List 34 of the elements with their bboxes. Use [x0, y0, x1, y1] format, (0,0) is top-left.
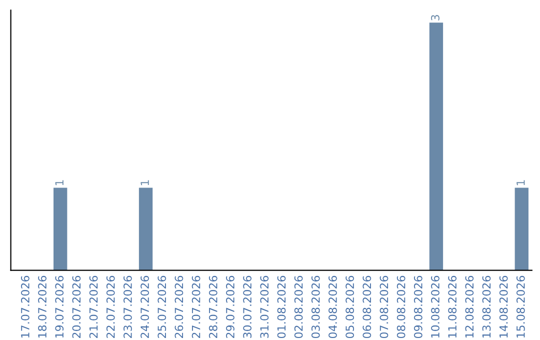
x-tick-label: 07.08.2026 — [380, 276, 388, 338]
x-tick-label: 28.07.2026 — [208, 276, 218, 338]
x-tick-label: 06.08.2026 — [362, 276, 372, 338]
data-label: 3 — [431, 15, 440, 20]
x-tick-label: 26.07.2026 — [174, 276, 184, 338]
x-tick-label: 18.07.2026 — [38, 276, 46, 338]
x-tick-label: 21.07.2026 — [89, 276, 98, 338]
x-tick-label: 31.07.2026 — [260, 276, 269, 338]
x-tick-label: 12.08.2026 — [465, 276, 474, 338]
x-tick-label: 13.08.2026 — [482, 276, 491, 338]
x-tick-label: 04.08.2026 — [328, 276, 337, 338]
x-tick-label: 10.08.2026 — [431, 276, 440, 338]
x-tick-label: 30.07.2026 — [243, 276, 252, 338]
data-label: 1 — [55, 180, 64, 186]
x-tick-label: 03.08.2026 — [311, 276, 320, 338]
x-tick-label: 20.07.2026 — [72, 276, 81, 338]
x-tick-label: 29.07.2026 — [226, 276, 234, 338]
x-tick-label: 02.08.2026 — [294, 276, 303, 338]
x-tick-label: 09.08.2026 — [414, 276, 422, 338]
x-tick-label: 15.08.2026 — [516, 276, 525, 338]
x-tick-label: 23.07.2026 — [124, 276, 132, 338]
x-tick-label: 05.08.2026 — [346, 276, 354, 338]
x-tick-label: 22.07.2026 — [106, 276, 115, 338]
x-tick-label: 11.08.2026 — [448, 276, 457, 338]
x-tick-label: 14.08.2026 — [499, 276, 508, 338]
x-tick-label: 01.08.2026 — [277, 276, 286, 338]
x-tick-label: 08.08.2026 — [396, 276, 406, 338]
data-label: 1 — [516, 180, 525, 186]
data-label: 1 — [140, 180, 149, 186]
x-tick-label: 24.07.2026 — [140, 276, 149, 338]
x-tick-label: 19.07.2026 — [55, 276, 64, 338]
x-tick-label: 27.07.2026 — [192, 276, 200, 338]
x-tick-label: 25.07.2026 — [158, 276, 166, 338]
x-tick-label: 17.07.2026 — [20, 276, 30, 338]
